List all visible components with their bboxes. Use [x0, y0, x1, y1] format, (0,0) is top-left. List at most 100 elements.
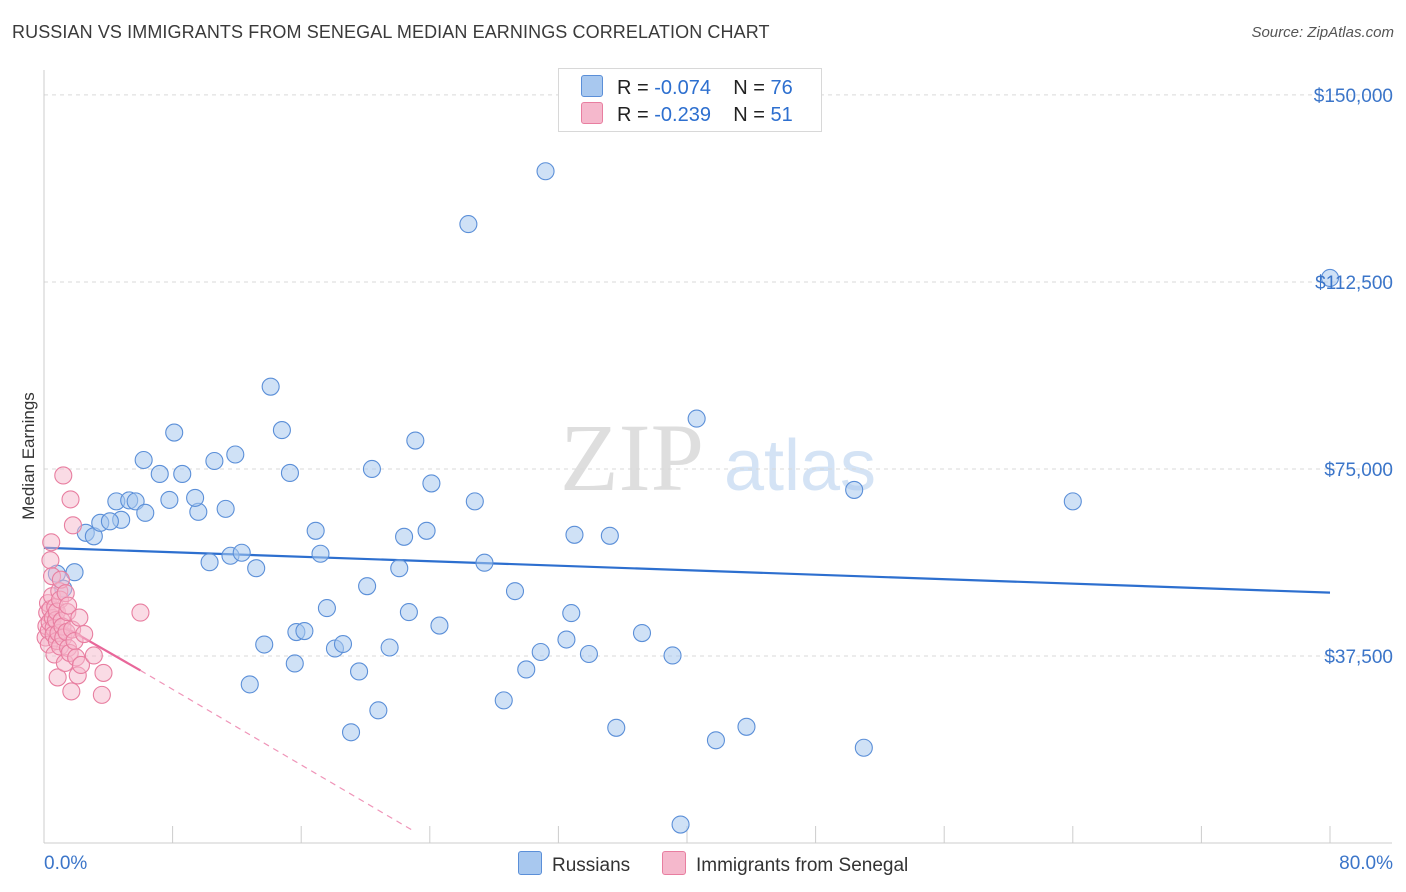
bottom-legend-label: Immigrants from Senegal: [696, 855, 909, 876]
legend-n-label: N =: [733, 104, 765, 126]
russians-point: [687, 409, 706, 428]
russians-point: [65, 563, 84, 582]
russians-point: [311, 544, 330, 563]
russians-point: [317, 599, 336, 618]
senegal-point: [92, 685, 111, 704]
legend-r-value: -0.239: [654, 104, 711, 126]
russians-point: [406, 431, 425, 450]
russians-point: [475, 553, 494, 572]
senegal-point: [84, 646, 103, 665]
russians-point: [557, 630, 576, 649]
watermark: ZIP atlas: [560, 404, 876, 511]
russians-trend-line: [43, 546, 1331, 594]
x-tick-label-min: 0.0%: [44, 853, 87, 874]
trend-lines: [43, 546, 1331, 832]
russians-point: [845, 480, 864, 499]
russians-point: [255, 635, 274, 654]
russians-point: [663, 646, 682, 665]
russians-point: [380, 638, 399, 657]
russians-point: [517, 660, 536, 679]
russians-point: [232, 543, 251, 562]
russians-point: [160, 490, 179, 509]
senegal-point: [48, 668, 67, 687]
russians-point: [186, 488, 205, 507]
russians-point: [333, 634, 353, 654]
russians-point: [459, 215, 478, 234]
russians-point: [200, 553, 219, 572]
russians-point: [562, 604, 581, 623]
russians-point: [390, 559, 409, 578]
russians-point: [369, 701, 388, 720]
russians-point: [272, 421, 291, 440]
russians-point: [737, 717, 756, 736]
bottom-legend-swatch-blue: [518, 851, 542, 875]
russians-point: [465, 492, 484, 511]
senegal-point: [62, 682, 81, 701]
russians-point: [280, 463, 299, 483]
y-tick-label: $112,500: [1315, 273, 1393, 294]
senegal-point: [41, 551, 60, 570]
senegal-trend-extension: [140, 669, 415, 832]
data-points: [36, 162, 1340, 834]
senegal-point: [63, 516, 82, 535]
senegal-point: [42, 533, 61, 552]
russians-point: [136, 503, 155, 522]
russians-point: [240, 675, 259, 694]
russians-point: [134, 450, 153, 470]
legend-n-label: N =: [733, 77, 765, 99]
legend-swatch-pink: [581, 102, 603, 124]
russians-point: [395, 527, 414, 546]
russians-point: [173, 464, 192, 484]
russians-point: [505, 582, 525, 601]
senegal-point: [54, 466, 73, 485]
senegal-point: [75, 624, 94, 644]
russians-point: [565, 525, 584, 544]
x-tick-label-max: 80.0%: [1339, 853, 1393, 874]
russians-point: [150, 464, 169, 484]
russians-point: [399, 603, 418, 622]
legend-swatch-blue: [581, 75, 603, 97]
russians-point: [600, 526, 619, 545]
stats-legend: R = -0.074 N = 76 R = -0.239 N = 51: [558, 68, 822, 132]
senegal-point: [70, 608, 89, 627]
russians-point: [205, 451, 224, 471]
bottom-legend-label: Russians: [552, 855, 631, 876]
chart-title: RUSSIAN VS IMMIGRANTS FROM SENEGAL MEDIA…: [12, 22, 770, 42]
bottom-legend-russians: Russians: [518, 851, 630, 877]
russians-point: [1063, 492, 1082, 511]
russians-point: [285, 654, 304, 673]
russians-point: [632, 623, 652, 643]
legend-row-russians: R = -0.074 N = 76: [581, 75, 793, 99]
russians-point: [706, 731, 725, 750]
source-credit: Source: ZipAtlas.com: [1251, 24, 1394, 41]
russians-point: [341, 723, 361, 742]
russians-point: [536, 162, 555, 181]
axis-labels: $37,500 $75,000 $112,500 $150,000 0.0% 80.0% M…: [19, 86, 1393, 874]
senegal-point: [94, 663, 113, 682]
senegal-point: [61, 490, 80, 509]
legend-n-value: 51: [770, 104, 793, 126]
legend-r-value: -0.074: [654, 77, 711, 99]
legend-row-senegal: R = -0.239 N = 51: [581, 102, 793, 126]
russians-point: [422, 474, 441, 493]
legend-n-value: 76: [770, 77, 793, 99]
y-tick-label: $75,000: [1324, 460, 1393, 481]
russians-point: [358, 577, 377, 596]
axes: [43, 70, 1392, 844]
y-tick-label: $150,000: [1314, 86, 1393, 107]
russians-point: [671, 815, 690, 834]
russians-point: [854, 738, 873, 757]
senegal-point: [59, 596, 78, 615]
russians-point: [306, 521, 325, 540]
russians-point: [362, 459, 381, 479]
russians-point: [417, 521, 436, 540]
bottom-legend-senegal: Immigrants from Senegal: [662, 851, 908, 877]
russians-point: [226, 445, 245, 464]
russians-point: [216, 499, 235, 518]
russians-point: [165, 423, 184, 442]
senegal-point: [71, 655, 91, 675]
russians-point: [430, 616, 449, 635]
russians-point: [261, 377, 280, 396]
russians-point: [607, 718, 626, 737]
